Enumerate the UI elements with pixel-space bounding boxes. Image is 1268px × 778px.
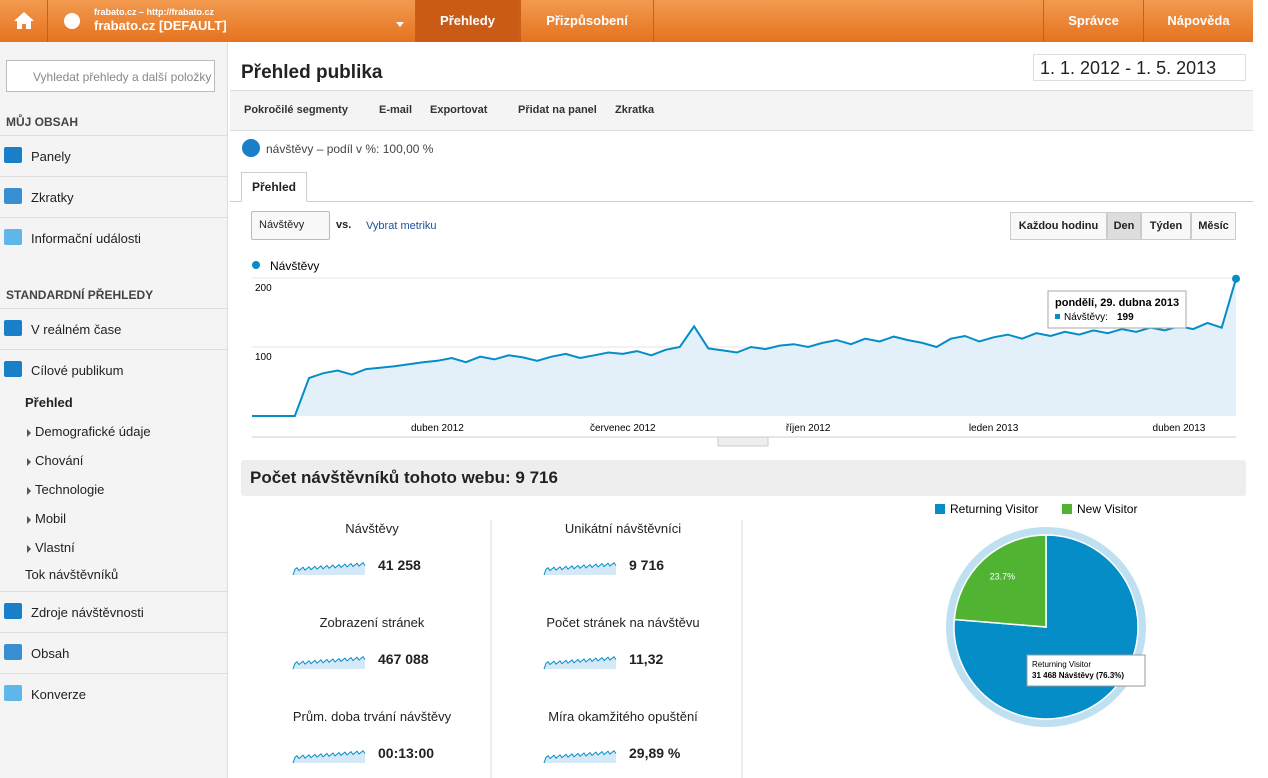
nav-tab[interactable]: Nápověda [1143,0,1253,42]
metric-label: Míra okamžitého opuštění [548,709,698,724]
nav-tab[interactable]: Přehledy [415,0,520,42]
metric-label: Zobrazení stránek [319,615,425,630]
sidebar-subitem[interactable]: Tok návštěvníků [25,567,119,582]
sidebar-item[interactable]: Zkratky [0,176,227,217]
sidebar-item[interactable]: V reálném čase [0,308,227,349]
metric-value: 29,89 % [629,745,681,761]
icon [4,229,22,245]
caret [27,545,31,553]
icon [4,685,22,701]
top-bar [0,0,1253,42]
vs-label: vs. [336,219,352,231]
caret [27,516,31,524]
metric-label: Počet stránek na návštěvu [546,615,700,630]
toolbar-button[interactable]: Pokročilé segmenty [244,104,348,116]
icon [4,188,22,204]
toolbar [230,90,1253,131]
tab-line [230,201,1253,202]
metric-value: 11,32 [629,651,664,667]
metric-select[interactable]: Návštěvy [251,211,330,240]
toolbar-button[interactable]: Exportovat [430,104,488,116]
sidebar-item[interactable]: Konverze [0,673,227,714]
nav-tab[interactable]: Přizpůsobení [520,0,654,42]
toolbar-button[interactable]: Zkratka [615,104,655,116]
granularity-button[interactable]: Den [1107,212,1141,240]
sidebar-item[interactable]: Informační události [0,217,227,258]
icon [4,644,22,660]
site-url: frabato.cz – http://frabato.cz [94,7,215,17]
toolbar-button[interactable]: E-mail [379,104,413,116]
metric-value: 9 716 [629,557,665,573]
caret [27,429,31,437]
nav-tab[interactable]: Správce [1043,0,1143,42]
icon [4,320,22,336]
caret [27,487,31,495]
icon [4,147,22,163]
segment-label: návštěvy – podíl v %: 100,00 % [266,142,434,156]
section-heading: MŮJ OBSAH [6,115,79,129]
granularity-button[interactable]: Měsíc [1191,212,1236,240]
granularity-button[interactable]: Týden [1141,212,1191,240]
metric-value: 467 088 [378,651,429,667]
metric-label: Unikátní návštěvníci [564,521,682,536]
granularity-button[interactable]: Každou hodinu [1010,212,1107,240]
metric-value: 00:13:00 [378,745,435,761]
home-button[interactable] [0,0,48,42]
search-box[interactable]: Vyhledat přehledy a další položky [6,60,215,92]
sidebar-item[interactable]: Obsah [0,632,227,673]
sidebar-subitem[interactable]: Chování [35,453,84,468]
page-title: Přehled publika [241,62,383,83]
metric-label: Návštěvy [345,521,399,536]
pick-metric[interactable]: Vybrat metriku [366,220,437,232]
icon [4,361,22,377]
date-range[interactable]: 1. 1. 2012 - 1. 5. 2013 [1033,54,1246,81]
sidebar-subitem[interactable]: Demografické údaje [35,424,151,439]
site-name[interactable]: frabato.cz [DEFAULT] [94,18,227,33]
metric-label: Prům. doba trvání návštěvy [292,709,452,724]
sidebar [0,42,228,778]
metric-value: 41 258 [378,557,421,573]
sidebar-item[interactable]: Zdroje návštěvnosti [0,591,227,632]
tab[interactable]: Přehled [241,172,307,202]
toolbar-button[interactable]: Přidat na panel [518,104,597,116]
sidebar-subitem[interactable]: Vlastní [35,540,75,555]
section-heading: STANDARDNÍ PŘEHLEDY [6,288,154,302]
icon [4,603,22,619]
sidebar-subitem[interactable]: Mobil [35,511,67,526]
summary-bar: Počet návštěvníků tohoto webu: 9 716 [241,460,1246,496]
sidebar-item[interactable]: Panely [0,135,227,176]
segment-dot [242,139,260,157]
sidebar-item[interactable]: Cílové publikum [0,349,227,390]
sidebar-subitem[interactable]: Technologie [35,482,105,497]
sidebar-subitem[interactable]: Přehled [25,395,73,410]
caret [27,458,31,466]
